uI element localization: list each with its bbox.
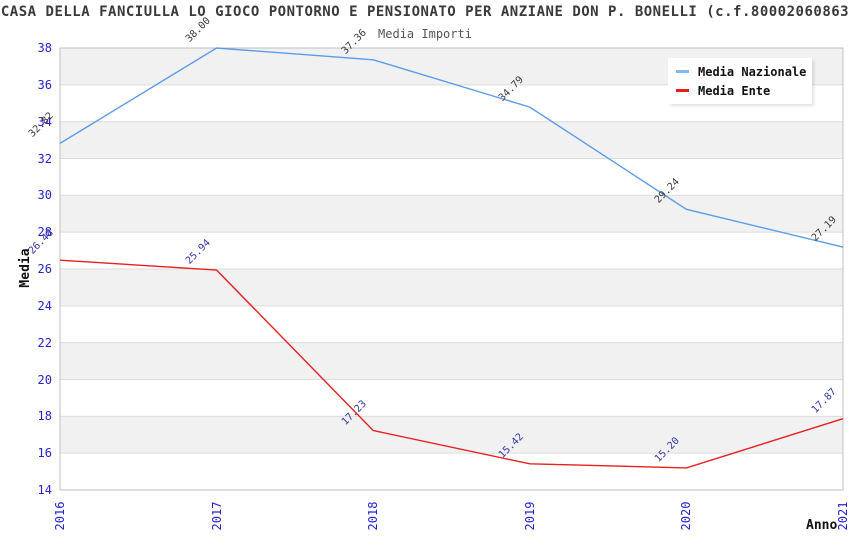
grid-band — [60, 121, 843, 159]
chart-subtitle: Media Importi — [378, 27, 472, 41]
y-tick-label: 20 — [37, 372, 52, 387]
grid-band — [60, 342, 843, 380]
x-tick-label: 2021 — [836, 501, 850, 531]
page-title: CASA DELLA FANCIULLA LO GIOCO PONTORNO E… — [0, 4, 850, 20]
y-tick-label: 26 — [37, 262, 52, 276]
y-tick-label: 38 — [37, 41, 52, 55]
x-tick-label: 2017 — [209, 501, 224, 531]
y-tick-label: 30 — [37, 188, 52, 203]
legend-label: Media Ente — [698, 83, 771, 98]
x-tick-label: 2016 — [53, 501, 67, 531]
plot-border — [59, 47, 844, 491]
y-tick-label: 32 — [37, 151, 52, 166]
y-axis-title: Media — [18, 248, 33, 288]
legend-swatch-blue-line-icon — [676, 70, 689, 73]
legend-swatch-red-line-icon — [676, 89, 689, 92]
y-tick-label: 28 — [37, 225, 52, 240]
legend-item-media-ente: Media Ente — [676, 81, 812, 100]
y-tick-label: 14 — [37, 483, 52, 497]
y-tick-label: 22 — [37, 335, 52, 350]
legend-label: Media Nazionale — [698, 64, 807, 79]
grid-band — [60, 269, 843, 306]
x-axis-title: Anno — [806, 518, 838, 533]
grid-band — [60, 195, 843, 233]
x-tick-label: 2018 — [366, 501, 381, 531]
x-tick-label: 2019 — [522, 501, 537, 531]
y-tick-label: 36 — [37, 77, 52, 92]
y-tick-label: 18 — [37, 409, 52, 424]
legend: Media Nazionale Media Ente — [668, 58, 812, 104]
series-line-media-nazionale — [59, 47, 844, 248]
y-tick-label: 16 — [37, 446, 52, 461]
y-tick-label: 24 — [37, 298, 52, 313]
y-tick-label: 34 — [37, 114, 52, 129]
x-tick-label: 2020 — [679, 501, 694, 531]
series-line-media-ente — [59, 259, 844, 469]
legend-item-media-nazionale: Media Nazionale — [676, 62, 812, 81]
